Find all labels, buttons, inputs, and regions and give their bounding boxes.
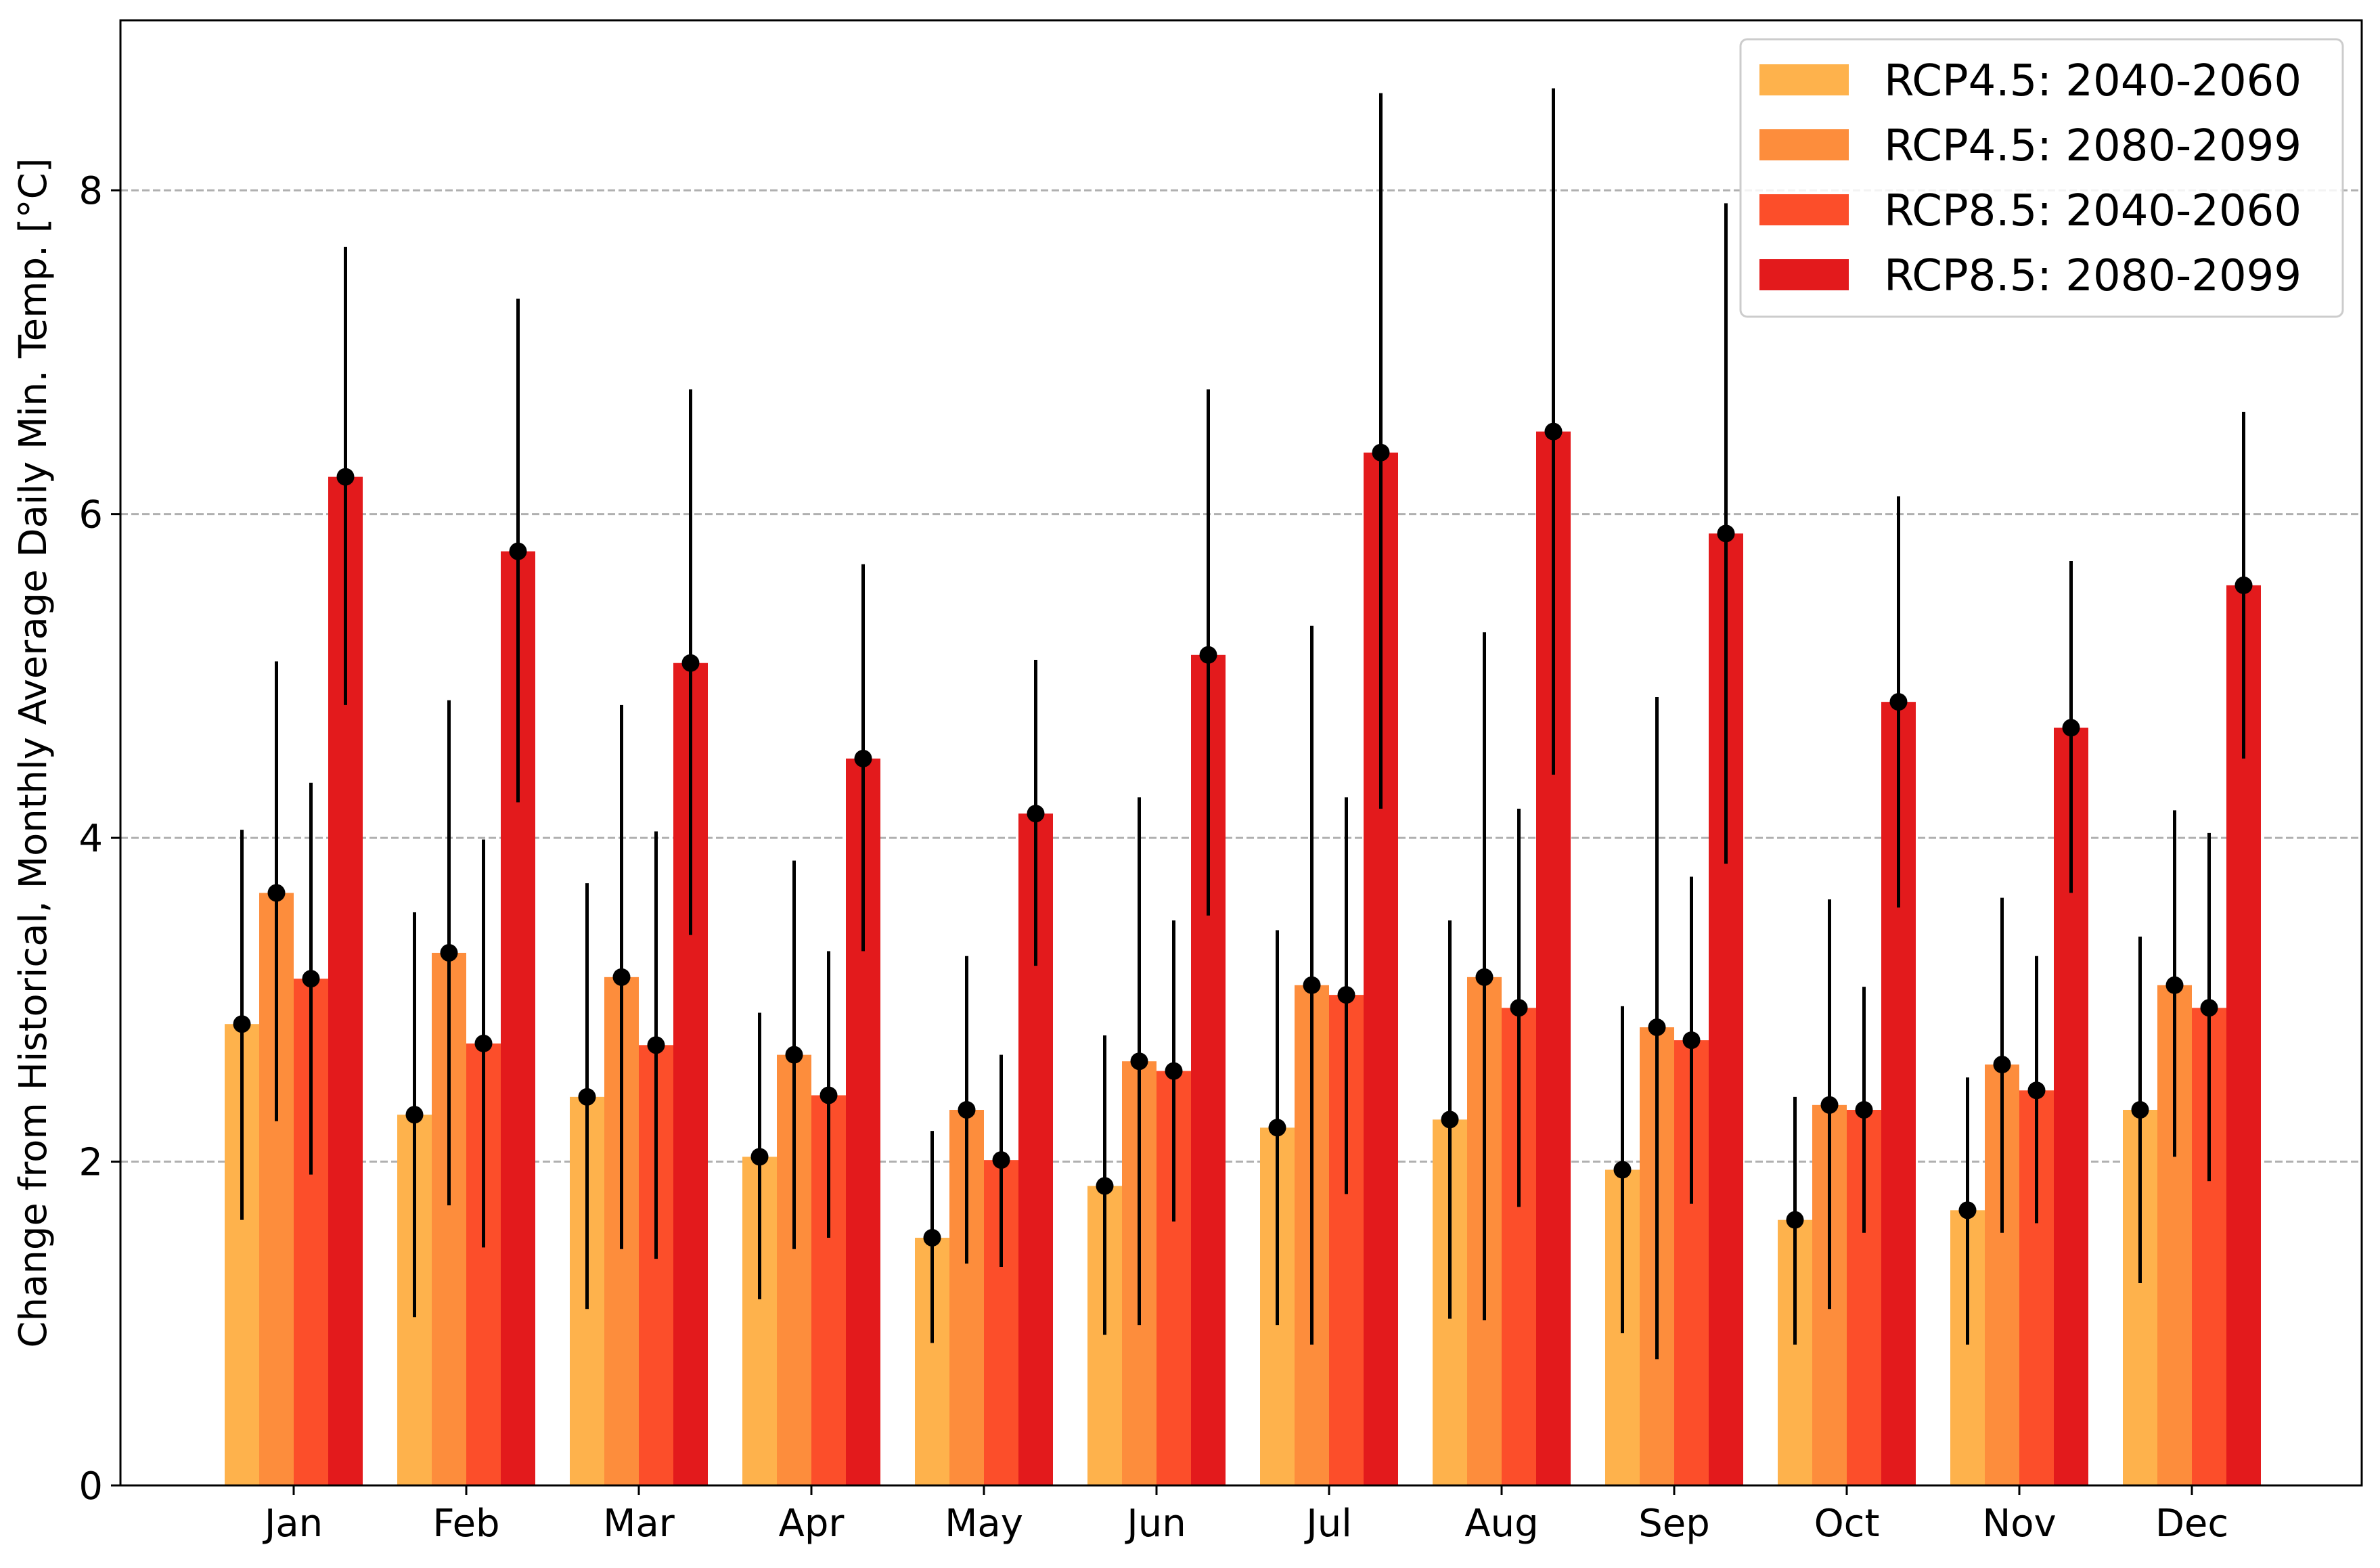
- legend-item: RCP4.5: 2040-2060: [1759, 56, 2302, 106]
- mean-marker: [2165, 976, 2184, 994]
- mean-marker: [233, 1015, 251, 1033]
- x-tick-label: Dec: [2155, 1502, 2228, 1546]
- x-tick-label: Aug: [1464, 1502, 1538, 1546]
- mean-marker: [1889, 693, 1908, 711]
- y-axis-label: Change from Historical, Monthly Average …: [12, 158, 55, 1347]
- legend-item: RCP8.5: 2080-2099: [1759, 251, 2302, 301]
- y-tick-label: 0: [78, 1464, 103, 1508]
- mean-marker: [2200, 999, 2218, 1017]
- x-tick-label: Jan: [263, 1502, 323, 1546]
- mean-marker: [440, 943, 458, 962]
- mean-marker: [1475, 968, 1494, 986]
- legend-label: RCP8.5: 2040-2060: [1884, 186, 2302, 236]
- mean-marker: [681, 654, 700, 672]
- mean-marker: [302, 970, 320, 988]
- legend-swatch: [1759, 64, 1849, 95]
- mean-marker: [1648, 1018, 1666, 1036]
- mean-marker: [819, 1086, 838, 1104]
- mean-marker: [1682, 1031, 1701, 1050]
- mean-marker: [405, 1106, 424, 1124]
- legend-swatch: [1759, 259, 1849, 290]
- mean-marker: [1855, 1100, 1873, 1119]
- mean-marker: [1958, 1201, 1977, 1219]
- legend-item: RCP8.5: 2040-2060: [1759, 186, 2302, 236]
- mean-marker: [1096, 1177, 1114, 1195]
- y-axis-ticks: 0 2 4 6 8: [78, 169, 120, 1508]
- x-axis-ticks: Jan Feb Mar Apr May Jun Jul Aug Sep Oct Nov Dec: [263, 1485, 2228, 1546]
- mean-marker: [1027, 805, 1045, 823]
- mean-marker: [1372, 443, 1390, 462]
- mean-marker: [785, 1046, 803, 1064]
- mean-marker: [474, 1034, 493, 1052]
- x-tick-label: Apr: [779, 1502, 845, 1546]
- legend-label: RCP4.5: 2040-2060: [1884, 56, 2302, 106]
- y-tick-label: 4: [78, 817, 103, 861]
- mean-marker: [1199, 646, 1217, 664]
- error-bars: [233, 88, 2253, 1360]
- mean-marker: [1544, 422, 1563, 441]
- mean-marker: [1510, 999, 1528, 1017]
- mean-marker: [1613, 1161, 1632, 1179]
- bar-group-apr: [742, 758, 880, 1485]
- mean-marker: [1130, 1052, 1148, 1071]
- mean-marker: [1268, 1119, 1286, 1137]
- mean-marker: [267, 884, 286, 902]
- mean-marker: [1303, 976, 1321, 994]
- legend-label: RCP8.5: 2080-2099: [1884, 251, 2302, 301]
- legend-item: RCP4.5: 2080-2099: [1759, 121, 2302, 171]
- x-tick-label: Nov: [1982, 1502, 2056, 1546]
- mean-marker: [336, 468, 355, 486]
- mean-marker: [2062, 719, 2080, 737]
- mean-marker: [509, 542, 527, 560]
- y-tick-label: 2: [78, 1141, 103, 1185]
- x-tick-label: Feb: [432, 1502, 499, 1546]
- mean-marker: [647, 1036, 665, 1054]
- legend: RCP4.5: 2040-2060 RCP4.5: 2080-2099 RCP8.5…: [1739, 38, 2344, 318]
- mean-marker: [1717, 524, 1735, 543]
- x-tick-label: Oct: [1814, 1502, 1880, 1546]
- mean-marker: [2235, 576, 2253, 594]
- x-tick-label: Jun: [1125, 1502, 1186, 1546]
- mean-marker: [750, 1148, 769, 1166]
- mean-marker: [1165, 1062, 1183, 1080]
- x-tick-label: May: [945, 1502, 1023, 1546]
- mean-marker: [992, 1151, 1010, 1169]
- mean-marker: [578, 1088, 596, 1106]
- mean-marker: [1786, 1211, 1804, 1229]
- mean-marker: [1337, 986, 1355, 1004]
- mean-marker: [923, 1228, 941, 1247]
- bar-group-dec: [2123, 585, 2261, 1485]
- mean-marker: [1993, 1056, 2011, 1074]
- mean-marker: [2131, 1100, 2149, 1119]
- x-tick-label: Mar: [603, 1502, 675, 1546]
- legend-swatch: [1759, 194, 1849, 225]
- mean-marker: [958, 1100, 976, 1119]
- legend-box: [1739, 38, 2344, 318]
- y-tick-label: 6: [78, 493, 103, 537]
- y-tick-label: 8: [78, 169, 103, 213]
- mean-marker: [854, 749, 872, 767]
- legend-swatch: [1759, 129, 1849, 160]
- mean-marker: [1441, 1111, 1459, 1129]
- x-tick-label: Sep: [1638, 1502, 1710, 1546]
- plot-frame: [119, 19, 2363, 1487]
- mean-marker: [2027, 1081, 2046, 1100]
- x-tick-label: Jul: [1304, 1502, 1352, 1546]
- mean-marker: [1820, 1096, 1839, 1114]
- mean-marker: [612, 968, 631, 986]
- legend-label: RCP4.5: 2080-2099: [1884, 121, 2302, 171]
